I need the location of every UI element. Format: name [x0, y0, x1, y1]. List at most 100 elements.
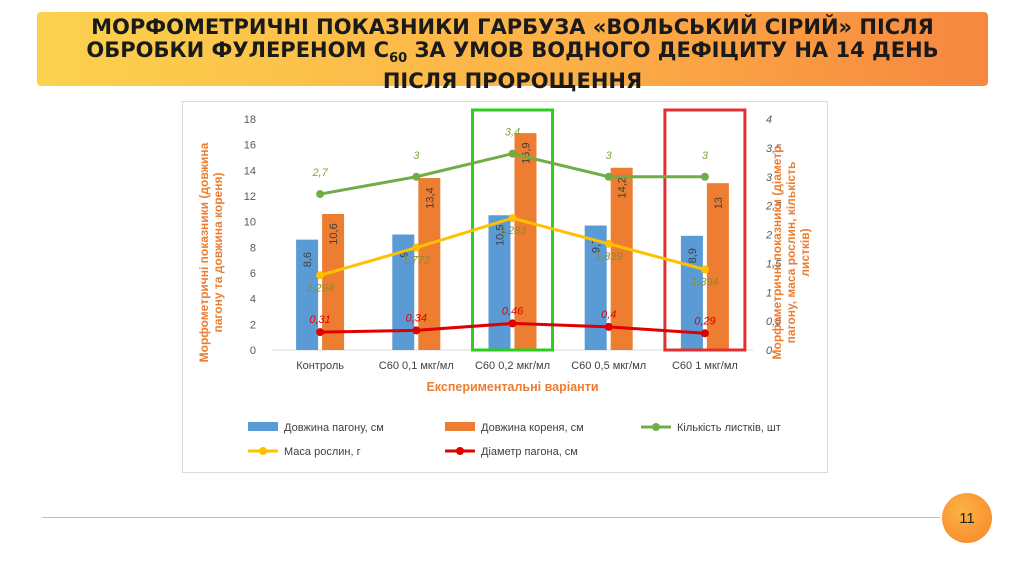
bar-data-label: 16,9 — [521, 142, 533, 163]
legend-label: Кількість листків, шт — [677, 422, 781, 434]
y-right-tick-label: 1 — [766, 287, 772, 299]
y-left-tick-label: 8 — [250, 242, 256, 254]
y-right-axis-title: Морфометричні показники (діаметрпагону, … — [770, 146, 812, 360]
y-left-tick-label: 4 — [250, 294, 256, 306]
bar — [418, 178, 441, 350]
legend-marker — [652, 423, 660, 431]
series-point — [508, 214, 517, 223]
highlight-box — [663, 108, 747, 352]
bar-data-label: 8,6 — [302, 252, 314, 267]
x-tick-label: С60 0,1 мкг/мл — [379, 360, 454, 372]
page-number-badge: 11 — [942, 493, 992, 543]
series-point — [316, 190, 325, 199]
footer-divider — [42, 517, 940, 518]
legend-marker — [259, 447, 267, 455]
title-line-1: МОРФОМЕТРИЧНІ ПОКАЗНИКИ ГАРБУЗА «ВОЛЬСЬК… — [91, 15, 934, 39]
legend-swatch — [445, 422, 475, 431]
bar-data-label: 14,2 — [617, 177, 629, 198]
series-point — [604, 322, 613, 331]
y-right-tick-label: 1,5 — [766, 258, 782, 270]
bar — [514, 133, 537, 350]
legend-label: Діаметр пагона, см — [481, 446, 578, 458]
chart-frame: 0 2 4 6 8 10 12 14 16 18 0 0,5 1 1,5 2 2,5 3 3,5 4 Контроль… — [182, 101, 828, 473]
y-left-tick-label: 12 — [244, 191, 256, 203]
series-point — [316, 271, 325, 280]
series-point — [700, 265, 709, 274]
y-right-tick-label: 0,5 — [766, 316, 782, 328]
point-data-label: 2,283 — [498, 225, 527, 237]
series-point — [508, 319, 517, 328]
series-line — [319, 152, 705, 196]
point-data-label: 0,34 — [406, 312, 427, 324]
title-banner: МОРФОМЕТРИЧНІ ПОКАЗНИКИ ГАРБУЗА «ВОЛЬСЬК… — [37, 12, 988, 93]
y-right-tick-label: 2 — [765, 230, 772, 242]
y-right-tick-label: 3,5 — [766, 143, 782, 155]
x-tick-label: С60 1 мкг/мл — [672, 360, 738, 372]
series-point — [700, 329, 709, 338]
series-point — [412, 243, 421, 252]
bar-data-label: 10,5 — [495, 225, 507, 246]
bar — [392, 234, 415, 350]
bar-data-label: 8,9 — [687, 248, 699, 263]
series-point — [412, 326, 421, 335]
point-data-label: 3 — [413, 150, 420, 162]
bar — [610, 167, 633, 350]
series-point — [700, 172, 709, 181]
point-data-label: 0,29 — [694, 315, 715, 327]
y-left-tick-label: 18 — [244, 114, 256, 126]
title-subscript: 60 — [389, 51, 408, 67]
bar — [584, 225, 607, 350]
point-data-label: 3,4 — [505, 127, 520, 139]
x-tick-label: С60 0,2 мкг/мл — [475, 360, 550, 372]
point-data-label: 1,394 — [691, 276, 719, 288]
point-data-label: 0,46 — [502, 305, 524, 317]
point-data-label: 2,7 — [311, 167, 328, 179]
point-data-label: 1,839 — [595, 251, 623, 263]
title-line-3: ПІСЛЯ ПРОРОЩЕННЯ — [382, 69, 643, 94]
series-point — [316, 328, 325, 337]
series-point — [604, 239, 613, 248]
bar-data-label: 9 — [398, 251, 410, 257]
legend-label: Довжина кореня, см — [481, 422, 584, 434]
combo-chart: 0 2 4 6 8 10 12 14 16 18 0 0,5 1 1,5 2 2,5 3 3,5 4 Контроль… — [197, 108, 812, 458]
point-data-label: 1,772 — [403, 255, 431, 267]
series-point — [604, 172, 613, 181]
legend-marker — [456, 447, 464, 455]
legend-label: Маса рослин, г — [284, 446, 361, 458]
x-tick-label: Контроль — [296, 360, 344, 372]
bar-data-label: 13,4 — [424, 187, 436, 208]
y-right-tick-label: 3 — [766, 172, 773, 184]
x-axis-title: Експериментальні варіанти — [426, 380, 598, 394]
bar — [488, 215, 511, 350]
y-left-tick-label: 6 — [250, 268, 256, 280]
point-data-label: 1,294 — [306, 282, 334, 294]
y-left-tick-label: 16 — [244, 140, 256, 152]
bar — [322, 213, 345, 350]
y-left-tick-label: 2 — [250, 319, 256, 331]
bar — [296, 239, 319, 350]
page-number: 11 — [959, 509, 975, 527]
point-data-label: 0,31 — [309, 314, 330, 326]
title-line-2: ОБРОБКИ ФУЛЕРЕНОМ С60 ЗА УМОВ ВОДНОГО ДЕ… — [57, 39, 968, 70]
y-right-tick-label: 4 — [766, 114, 772, 126]
title-line-2-end: ЗА УМОВ ВОДНОГО ДЕФІЦИТУ НА 14 ДЕНЬ — [407, 38, 939, 62]
series-point — [508, 149, 517, 158]
y-right-tick-label: 2,5 — [765, 201, 782, 213]
legend-label: Довжина пагону, см — [284, 422, 384, 434]
point-data-label: 3 — [702, 150, 709, 162]
legend-swatch — [248, 422, 278, 431]
y-left-tick-label: 0 — [250, 345, 256, 357]
bar-data-label: 13 — [713, 197, 725, 209]
y-left-tick-label: 14 — [244, 165, 256, 177]
y-left-axis-title: Морфометричні показники (довжинапагону т… — [197, 142, 225, 362]
point-data-label: 0,4 — [601, 309, 616, 321]
x-tick-label: С60 0,5 мкг/мл — [571, 360, 646, 372]
title-line-2-start: ОБРОБКИ ФУЛЕРЕНОМ С — [86, 38, 390, 62]
slide-title: МОРФОМЕТРИЧНІ ПОКАЗНИКИ ГАРБУЗА «ВОЛЬСЬК… — [57, 16, 968, 93]
bar-data-label: 10,6 — [328, 223, 340, 244]
y-left-tick-label: 10 — [244, 217, 256, 229]
y-right-tick-label: 0 — [766, 345, 773, 357]
series-point — [412, 172, 421, 181]
point-data-label: 3 — [606, 150, 613, 162]
bar — [706, 183, 729, 350]
